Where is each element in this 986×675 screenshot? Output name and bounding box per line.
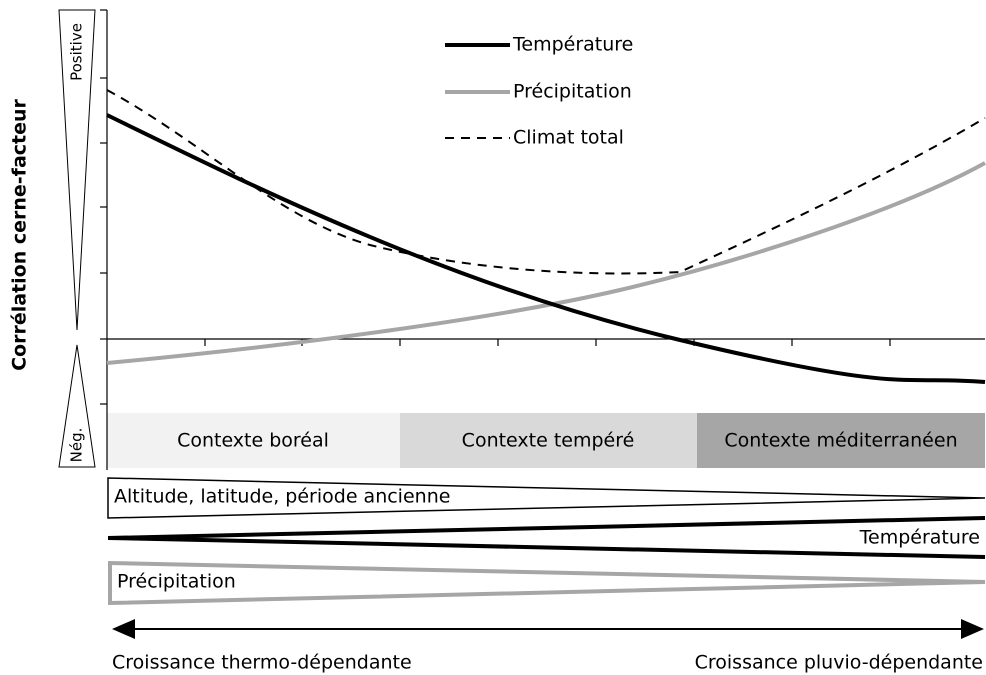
legend-label: Température <box>512 34 633 56</box>
precipitation-gradient <box>108 560 986 606</box>
negative-triangle <box>58 344 96 468</box>
legend-label: Climat total <box>513 127 624 149</box>
y-axis-label: Corrélation cerne-facteur <box>9 98 31 370</box>
growth-label: Croissance thermo-dépendante <box>112 652 412 674</box>
arrow-head <box>112 619 135 639</box>
context-label: Contexte méditerranéen <box>724 430 957 452</box>
gradient-label: Précipitation <box>117 571 236 593</box>
altitude-gradient <box>107 477 986 519</box>
temperature-gradient <box>107 516 986 540</box>
axes <box>100 9 985 470</box>
context-band <box>697 413 985 468</box>
legend-label: Précipitation <box>513 81 632 103</box>
gradient-label: Altitude, latitude, période ancienne <box>114 486 450 508</box>
climate-curve <box>106 89 986 275</box>
context-band <box>107 413 400 468</box>
positive-label: Positive <box>68 23 86 81</box>
context-label: Contexte boréal <box>177 430 329 452</box>
context-label: Contexte tempéré <box>462 430 635 452</box>
gradient-label: Température <box>859 527 980 549</box>
temperature-curve <box>106 113 986 384</box>
growth-label: Croissance pluvio-dépendante <box>695 652 983 674</box>
positive-triangle <box>58 9 96 331</box>
negative-label: Nég. <box>68 428 86 463</box>
temperature-gradient <box>107 536 986 559</box>
context-band <box>400 413 697 468</box>
precipitation-curve <box>106 161 986 365</box>
arrow-head <box>961 619 984 639</box>
